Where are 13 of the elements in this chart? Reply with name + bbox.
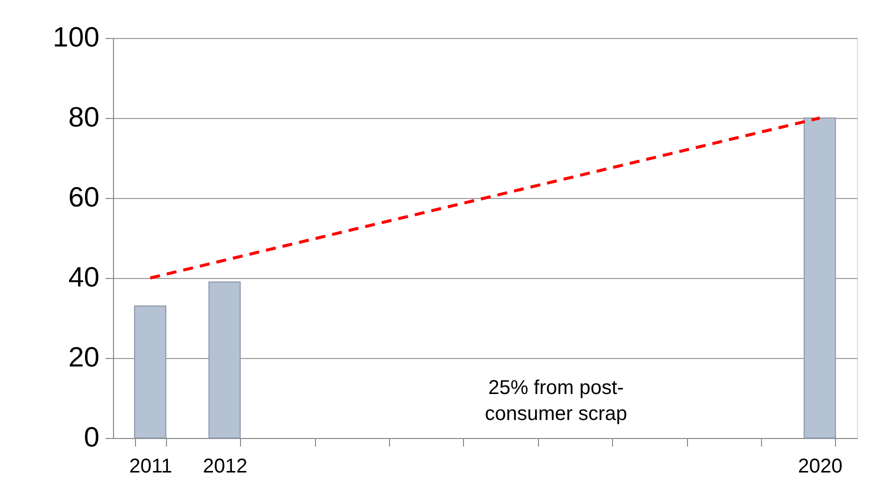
x-tick-label: 2012 bbox=[202, 456, 248, 478]
x-tick-label: 2020 bbox=[798, 456, 843, 478]
y-tick-label: 40 bbox=[68, 262, 100, 292]
y-tick-label: 0 bbox=[84, 422, 100, 452]
bar bbox=[804, 118, 836, 438]
annotation: 25% from post-consumer scrap bbox=[484, 377, 628, 425]
x-tick-label: 2011 bbox=[129, 456, 172, 478]
y-tick-label: 60 bbox=[68, 182, 100, 212]
bar bbox=[208, 282, 241, 438]
y-tick-label: 80 bbox=[68, 102, 100, 132]
y-tick-label: 20 bbox=[68, 342, 100, 372]
bar bbox=[134, 306, 166, 438]
y-tick-label: 100 bbox=[52, 22, 100, 52]
